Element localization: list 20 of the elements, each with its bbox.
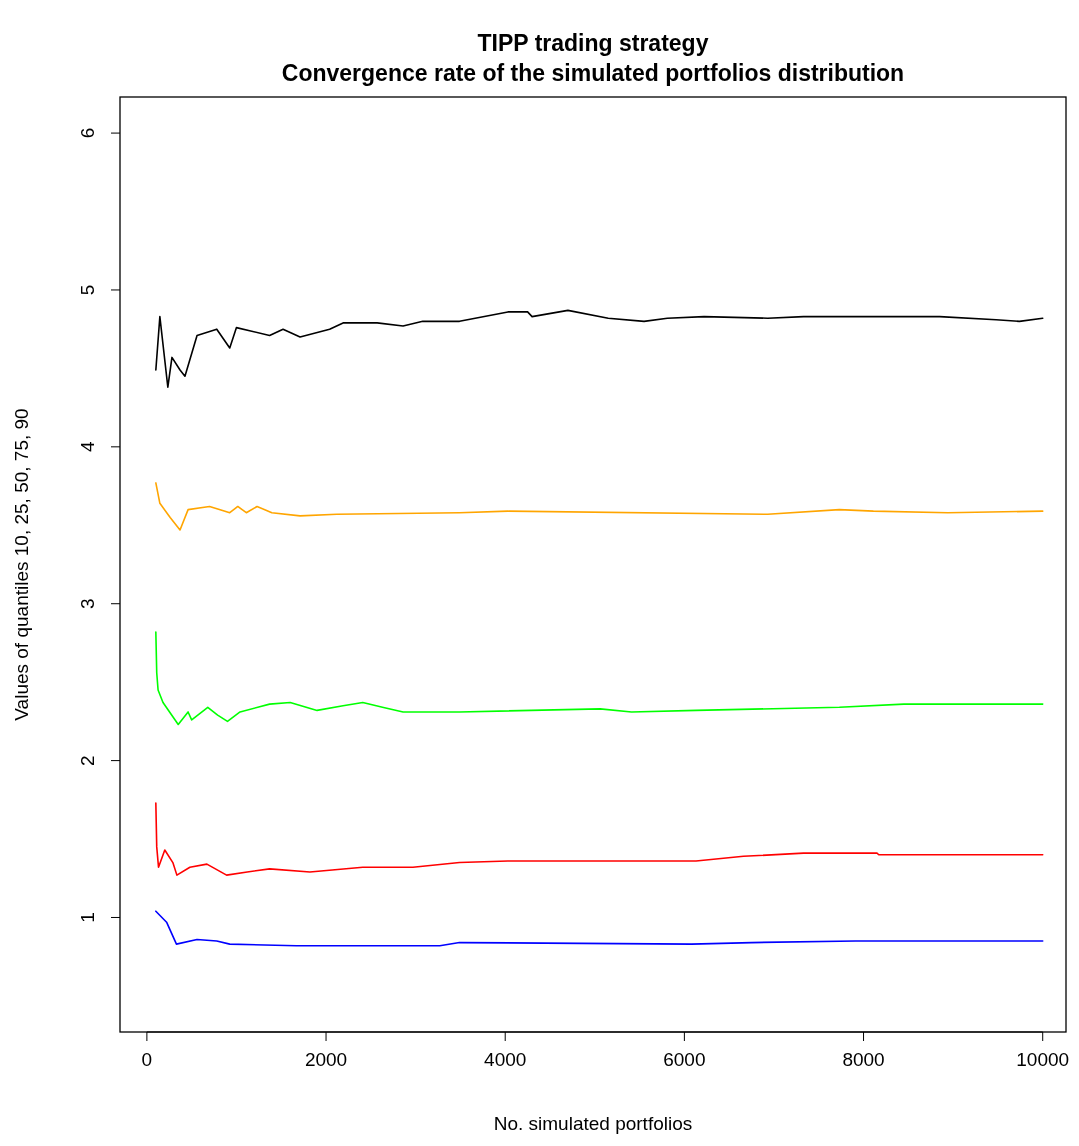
chart-title: TIPP trading strategy Convergence rate of the simulated portfolios distribution [281, 30, 905, 86]
line-series [155, 631, 1044, 726]
line-series [155, 309, 1044, 389]
y-tick-label: 5 [77, 284, 98, 296]
x-axis-title: No. simulated portfolios [493, 1113, 693, 1134]
y-tick-label: 2 [77, 755, 98, 766]
x-tick-label: 6000 [663, 1049, 706, 1070]
x-tick-label: 10000 [1016, 1049, 1070, 1070]
x-tick-label: 4000 [484, 1049, 527, 1070]
line-series [155, 910, 1044, 947]
y-tick-label: 3 [77, 598, 98, 610]
line-series [155, 482, 1044, 531]
y-tick-label: 1 [77, 912, 98, 923]
y-axis-title: Values of quantiles 10, 25, 50, 75, 90 [11, 408, 32, 721]
line-series [155, 802, 1044, 876]
x-tick-label: 0 [141, 1049, 153, 1070]
x-tick-label: 2000 [304, 1049, 348, 1070]
y-tick-label: 6 [77, 127, 98, 139]
x-tick-label: 8000 [842, 1049, 885, 1070]
y-tick-label: 4 [77, 441, 98, 453]
